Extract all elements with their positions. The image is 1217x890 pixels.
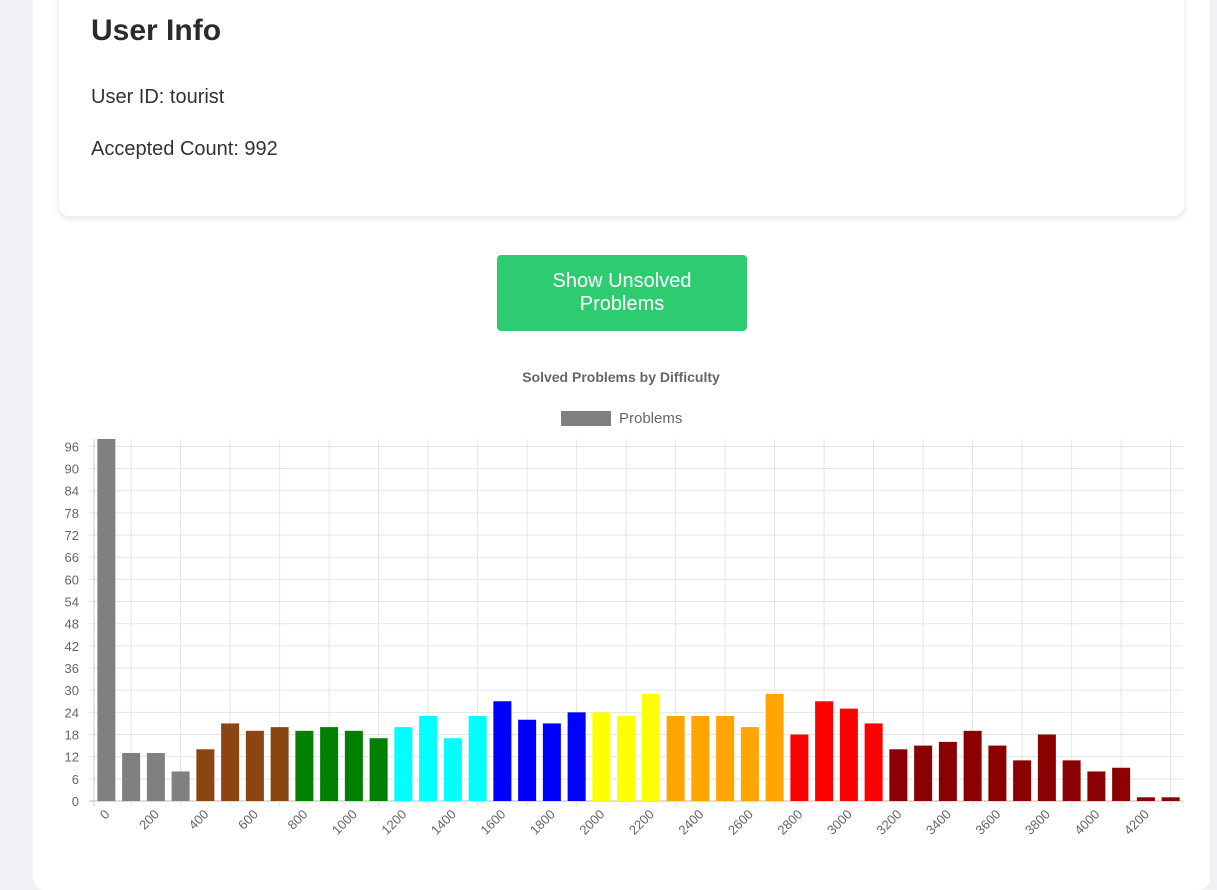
x-tick-label: 0 bbox=[97, 807, 113, 823]
bar-2900 bbox=[815, 701, 834, 801]
bar-400 bbox=[196, 749, 215, 801]
y-tick-label: 84 bbox=[65, 484, 79, 499]
x-tick-label: 2400 bbox=[675, 807, 706, 838]
bar-3600 bbox=[988, 745, 1007, 801]
x-tick-label: 1200 bbox=[378, 807, 409, 838]
user-info-title: User Info bbox=[91, 14, 222, 47]
bar-3800 bbox=[1037, 734, 1056, 801]
bar-1800 bbox=[542, 723, 561, 801]
bar-3300 bbox=[914, 745, 933, 801]
x-tick-label: 600 bbox=[235, 807, 261, 833]
y-tick-label: 90 bbox=[65, 462, 79, 477]
bar-2100 bbox=[617, 716, 636, 801]
bar-1100 bbox=[369, 738, 388, 801]
bar-300 bbox=[171, 771, 190, 801]
bar-4100 bbox=[1112, 767, 1131, 801]
y-tick-label: 24 bbox=[65, 705, 79, 720]
bar-0 bbox=[97, 439, 116, 801]
x-tick-label: 1000 bbox=[329, 807, 360, 838]
bar-3200 bbox=[889, 749, 908, 801]
bar-4000 bbox=[1087, 771, 1106, 801]
y-tick-label: 6 bbox=[72, 772, 79, 787]
bar-600 bbox=[245, 730, 264, 801]
x-tick-label: 4200 bbox=[1121, 807, 1152, 838]
bar-1000 bbox=[344, 730, 363, 801]
x-tick-label: 1800 bbox=[527, 807, 558, 838]
bar-1600 bbox=[493, 701, 512, 801]
x-tick-label: 3800 bbox=[1022, 807, 1053, 838]
y-tick-label: 48 bbox=[65, 617, 79, 632]
x-tick-label: 200 bbox=[136, 807, 162, 833]
bar-500 bbox=[221, 723, 240, 801]
bar-2500 bbox=[716, 716, 735, 801]
bar-200 bbox=[146, 752, 165, 801]
bar-3000 bbox=[839, 708, 858, 801]
bar-100 bbox=[122, 752, 141, 801]
accepted-count-text: Accepted Count: 992 bbox=[91, 138, 278, 160]
y-tick-label: 60 bbox=[65, 572, 79, 587]
x-tick-label: 3000 bbox=[824, 807, 855, 838]
x-tick-label: 400 bbox=[186, 807, 212, 833]
user-info-card bbox=[59, 0, 1184, 216]
bar-2700 bbox=[765, 693, 784, 801]
x-tick-label: 3200 bbox=[873, 807, 904, 838]
user-id-text: User ID: tourist bbox=[91, 86, 225, 108]
x-tick-label: 800 bbox=[285, 807, 311, 833]
x-tick-label: 1400 bbox=[428, 807, 459, 838]
y-tick-label: 42 bbox=[65, 639, 79, 654]
bar-2000 bbox=[592, 712, 611, 801]
x-tick-label: 2800 bbox=[774, 807, 805, 838]
bar-900 bbox=[320, 727, 339, 801]
x-tick-label: 2000 bbox=[576, 807, 607, 838]
x-tick-label: 2600 bbox=[725, 807, 756, 838]
bar-1300 bbox=[419, 716, 438, 801]
legend-swatch bbox=[561, 411, 611, 426]
bar-3900 bbox=[1062, 760, 1081, 801]
bar-3100 bbox=[864, 723, 883, 801]
x-tick-label: 3400 bbox=[923, 807, 954, 838]
bar-800 bbox=[295, 730, 314, 801]
bar-1900 bbox=[567, 712, 586, 801]
y-tick-label: 12 bbox=[65, 750, 79, 765]
y-tick-label: 96 bbox=[65, 439, 79, 454]
bar-2400 bbox=[691, 716, 710, 801]
bar-3500 bbox=[963, 730, 982, 801]
y-tick-label: 78 bbox=[65, 506, 79, 521]
bar-1700 bbox=[518, 719, 537, 801]
legend-label: Problems bbox=[619, 410, 682, 427]
chart-title: Solved Problems by Difficulty bbox=[522, 369, 720, 385]
bar-2600 bbox=[740, 727, 759, 801]
y-tick-label: 54 bbox=[65, 595, 79, 610]
y-tick-label: 36 bbox=[65, 661, 79, 676]
y-tick-label: 18 bbox=[65, 728, 79, 743]
bar-4300 bbox=[1161, 797, 1180, 801]
bar-2300 bbox=[666, 716, 685, 801]
bar-3400 bbox=[938, 741, 957, 801]
y-tick-label: 0 bbox=[72, 794, 79, 809]
bar-2800 bbox=[790, 734, 809, 801]
y-tick-label: 72 bbox=[65, 528, 79, 543]
bar-4200 bbox=[1136, 797, 1155, 801]
y-tick-label: 30 bbox=[65, 683, 79, 698]
x-tick-label: 3600 bbox=[972, 807, 1003, 838]
difficulty-bar-chart: Solved Problems by Difficulty Problems 0 6 1… bbox=[65, 369, 1183, 838]
show-unsolved-problems-button[interactable]: Show Unsolved Problems bbox=[497, 255, 747, 331]
bar-1500 bbox=[468, 716, 487, 801]
y-tick-label: 66 bbox=[65, 550, 79, 565]
bar-2200 bbox=[641, 693, 660, 801]
x-tick-label: 1600 bbox=[477, 807, 508, 838]
bar-700 bbox=[270, 727, 289, 801]
x-tick-label: 4000 bbox=[1071, 807, 1102, 838]
bar-1400 bbox=[443, 738, 462, 801]
x-tick-label: 2200 bbox=[626, 807, 657, 838]
bar-3700 bbox=[1013, 760, 1032, 801]
bar-1200 bbox=[394, 727, 413, 801]
